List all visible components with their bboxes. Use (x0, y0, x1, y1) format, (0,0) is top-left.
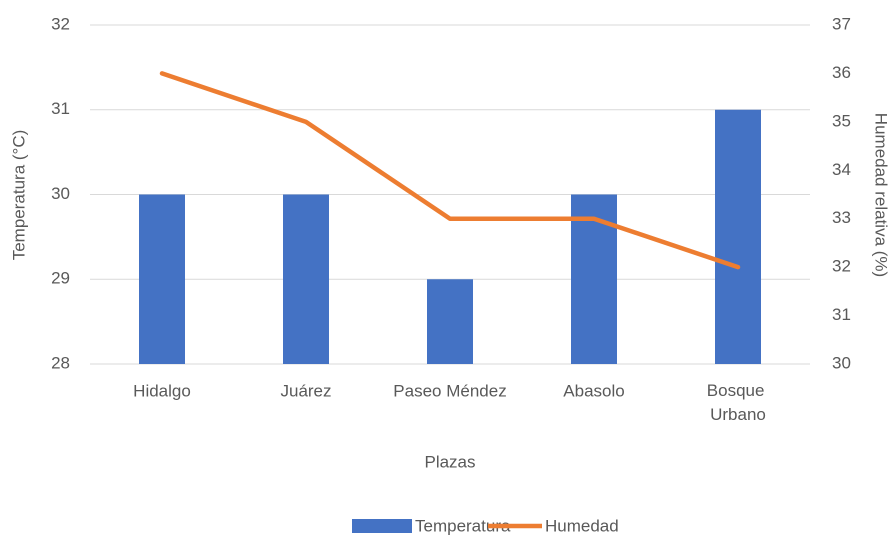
y2-tick-label: 32 (832, 257, 851, 276)
x-tick-label: Bosque Urbano (707, 381, 769, 424)
bar (427, 279, 473, 364)
x-axis-label: Plazas (424, 452, 475, 471)
y2-tick-label: 35 (832, 111, 851, 130)
legend-label: Temperatura (415, 516, 511, 535)
line (159, 71, 741, 270)
x-tick-label: Juárez (280, 381, 331, 400)
y-tick-label: 30 (51, 184, 70, 203)
y2-tick-label: 37 (832, 14, 851, 33)
y-tick-label: 32 (51, 14, 70, 33)
y2-tick-label: 34 (832, 160, 851, 179)
y-tick-label: 29 (51, 269, 70, 288)
y2-axis-label: Humedad relativa (%) (872, 113, 891, 277)
y-tick-label: 31 (51, 99, 70, 118)
y2-tick-label: 30 (832, 353, 851, 372)
legend-swatch (352, 519, 412, 533)
x-tick-label: Hidalgo (133, 381, 191, 400)
x-tick-label: Paseo Méndez (393, 381, 506, 400)
bar (283, 194, 329, 364)
y2-tick-label: 31 (832, 305, 851, 324)
y-tick-label: 28 (51, 353, 70, 372)
y2-tick-label: 33 (832, 208, 851, 227)
y2-tick-label: 36 (832, 63, 851, 82)
x-tick-label: Abasolo (563, 381, 624, 400)
bar (139, 194, 185, 364)
legend-label: Humedad (545, 516, 619, 535)
bar (715, 109, 761, 364)
y-axis-label: Temperatura (°C) (9, 130, 28, 261)
